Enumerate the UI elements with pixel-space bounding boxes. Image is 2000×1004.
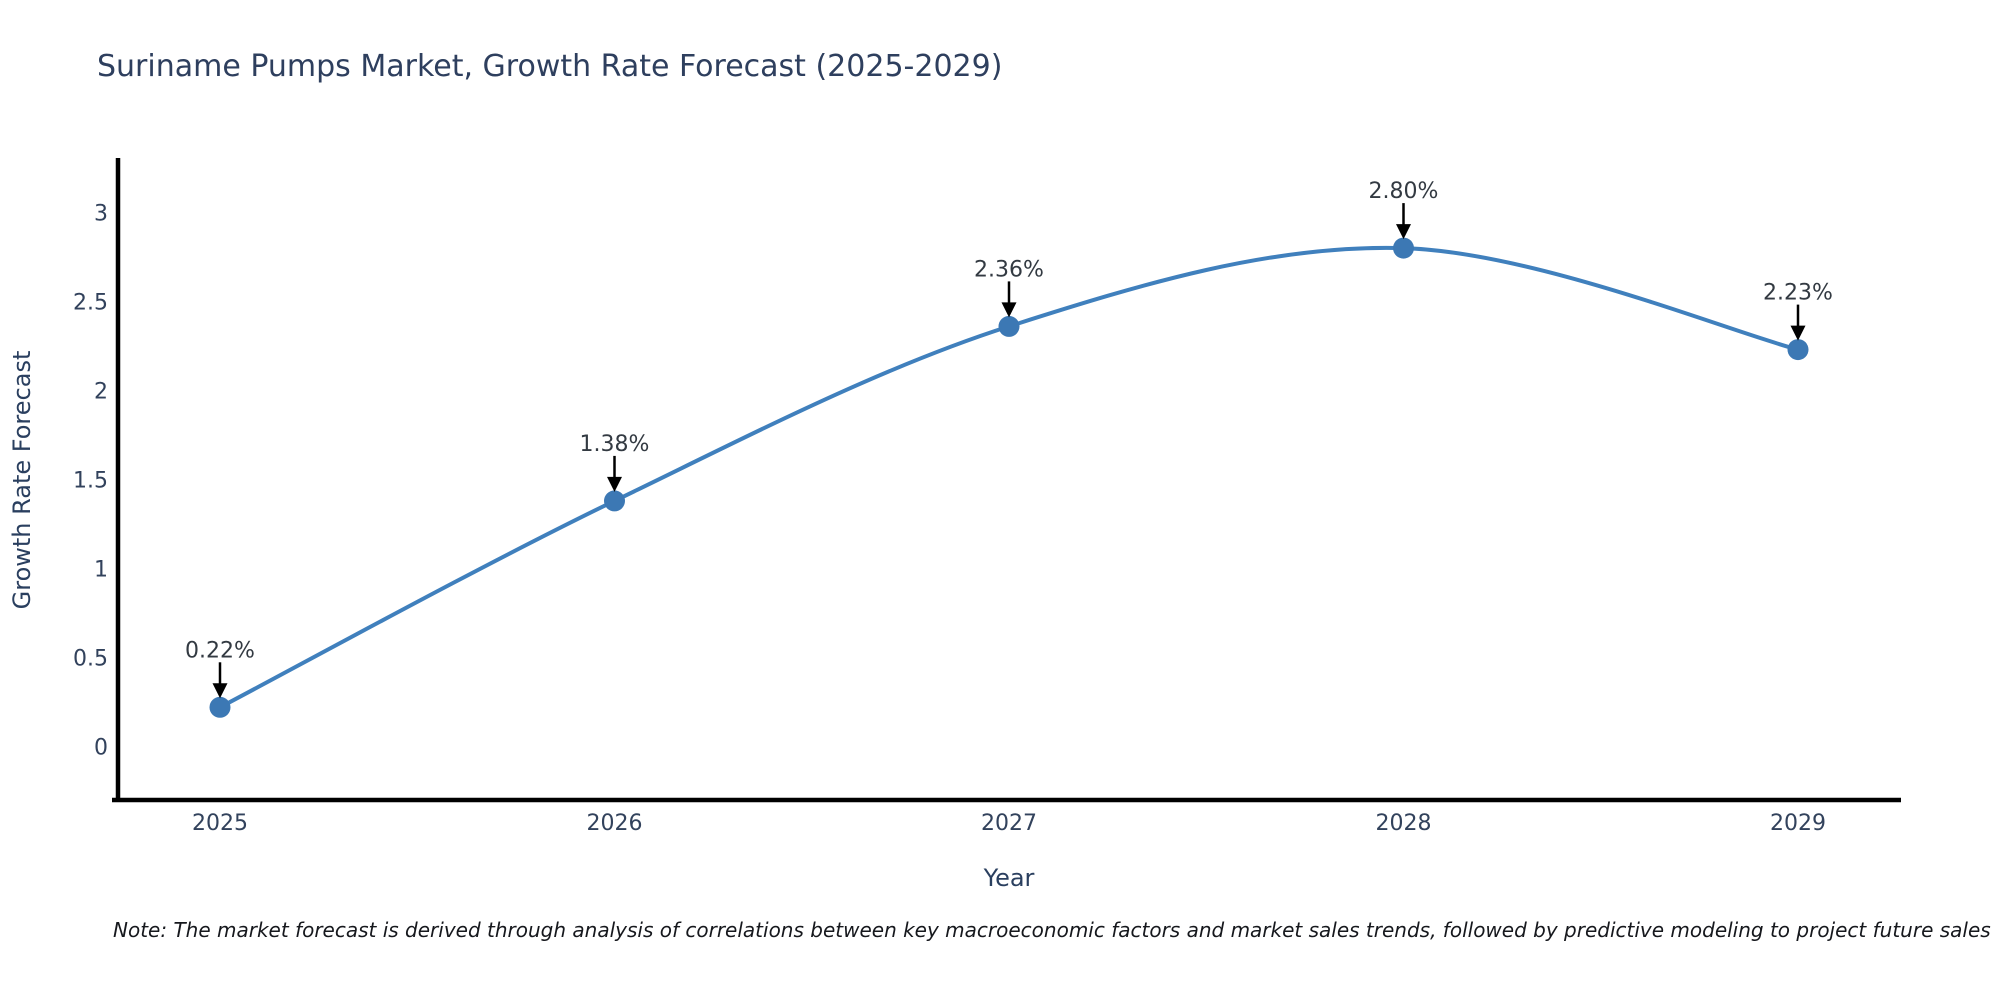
x-tick-label: 2027 [981,811,1037,836]
annotation-label: 1.38% [580,432,650,457]
data-point-annotations: 0.22% 1.38% 2.36% 2.80% 2.23% [185,179,1833,699]
data-point-marker [604,490,625,512]
annotation-label: 2.80% [1369,179,1439,204]
data-point-marker [209,696,231,718]
y-axis-tick-labels: 0 0.5 1 1.5 2 2.5 3 [73,202,108,761]
y-tick-label: 1 [94,558,108,583]
annotation-arrowhead-icon [1396,224,1411,240]
x-tick-label: 2028 [1376,811,1432,836]
data-point-marker [998,315,1020,337]
y-axis-title: Growth Rate Forecast [8,351,36,610]
x-tick-label: 2029 [1770,811,1826,836]
chart-title: Suriname Pumps Market, Growth Rate Forec… [97,49,1002,84]
footnote: Note: The market forecast is derived thr… [113,918,1991,942]
annotation-arrowhead-icon [212,683,228,699]
data-point-markers [209,237,1809,718]
y-tick-label: 0 [94,736,108,761]
annotation-label: 2.36% [974,257,1044,282]
y-tick-label: 1.5 [73,469,108,494]
y-tick-label: 2 [94,380,108,405]
y-tick-label: 2.5 [73,291,108,316]
annotation-label: 0.22% [185,638,255,663]
x-tick-label: 2026 [587,811,643,836]
y-tick-label: 3 [94,202,108,227]
data-point-marker [1393,237,1414,259]
x-tick-label: 2025 [192,811,248,836]
y-tick-label: 0.5 [73,647,108,672]
x-axis-tick-labels: 2025 2026 2027 2028 2029 [192,811,1826,836]
x-axis-title: Year [983,864,1035,892]
annotation-label: 2.23% [1763,281,1833,306]
annotation-arrowhead-icon [607,476,622,492]
annotation-arrowhead-icon [1001,302,1017,318]
annotation-arrowhead-icon [1790,325,1806,341]
data-point-marker [1787,339,1809,361]
